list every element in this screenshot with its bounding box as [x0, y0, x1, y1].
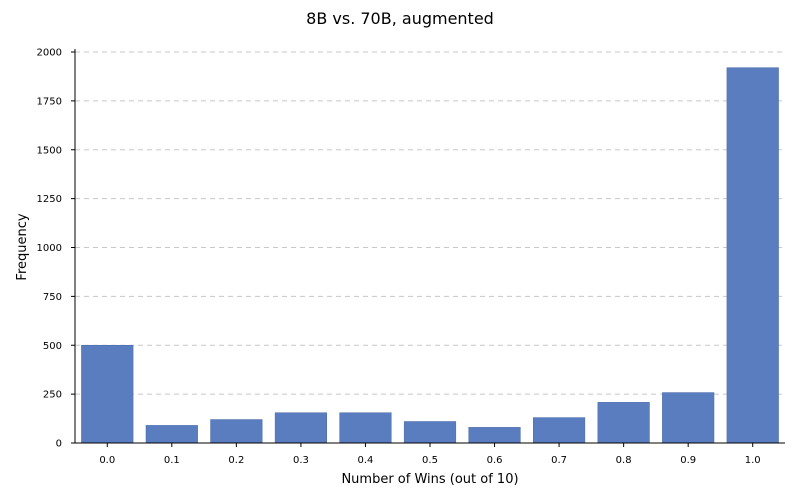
- x-tick-label: 0.1: [164, 455, 180, 466]
- y-tick-label: 0: [56, 439, 62, 450]
- bar-0.9: [662, 392, 715, 444]
- x-tick-label: 0.7: [551, 455, 567, 466]
- bar-1.0: [726, 67, 779, 444]
- y-tick-label: 1500: [37, 145, 62, 156]
- x-tick-label: 0.6: [487, 455, 503, 466]
- x-tick-label: 0.3: [293, 455, 309, 466]
- x-tick-label: 0.9: [680, 455, 696, 466]
- bar-0.0: [81, 345, 134, 444]
- y-tick-label: 2000: [37, 48, 62, 59]
- x-tick-label: 0.8: [616, 455, 632, 466]
- x-axis-label: Number of Wins (out of 10): [341, 472, 518, 487]
- x-tick-label: 0.5: [422, 455, 438, 466]
- bar-0.3: [274, 412, 327, 444]
- x-ticks: 0.0 0.1 0.2 0.3 0.4 0.5 0.6 0.7 0.8 0.9 1.0: [99, 443, 761, 466]
- bar-0.8: [597, 402, 650, 444]
- chart-title: 8B vs. 70B, augmented: [306, 9, 494, 28]
- bar-0.7: [533, 417, 586, 444]
- x-tick-label: 1.0: [745, 455, 761, 466]
- bars: [81, 67, 779, 444]
- y-tick-label: 750: [43, 292, 62, 303]
- y-axis-label: Frequency: [15, 213, 30, 280]
- bar-0.4: [339, 412, 392, 444]
- y-ticks: 0 250 500 750 1000 1250 1500 1750 2000: [37, 48, 75, 450]
- y-tick-label: 500: [43, 341, 62, 352]
- x-tick-label: 0.4: [358, 455, 374, 466]
- x-tick-label: 0.0: [99, 455, 115, 466]
- bar-0.1: [145, 425, 198, 444]
- y-tick-label: 250: [43, 390, 62, 401]
- bar-0.5: [403, 421, 457, 444]
- bar-0.2: [210, 419, 263, 444]
- y-gridlines: [75, 51, 785, 395]
- y-tick-label: 1750: [37, 96, 62, 107]
- y-tick-label: 1000: [37, 243, 62, 254]
- x-tick-label: 0.2: [228, 455, 244, 466]
- bar-0.6: [468, 427, 521, 444]
- y-tick-label: 1250: [37, 194, 62, 205]
